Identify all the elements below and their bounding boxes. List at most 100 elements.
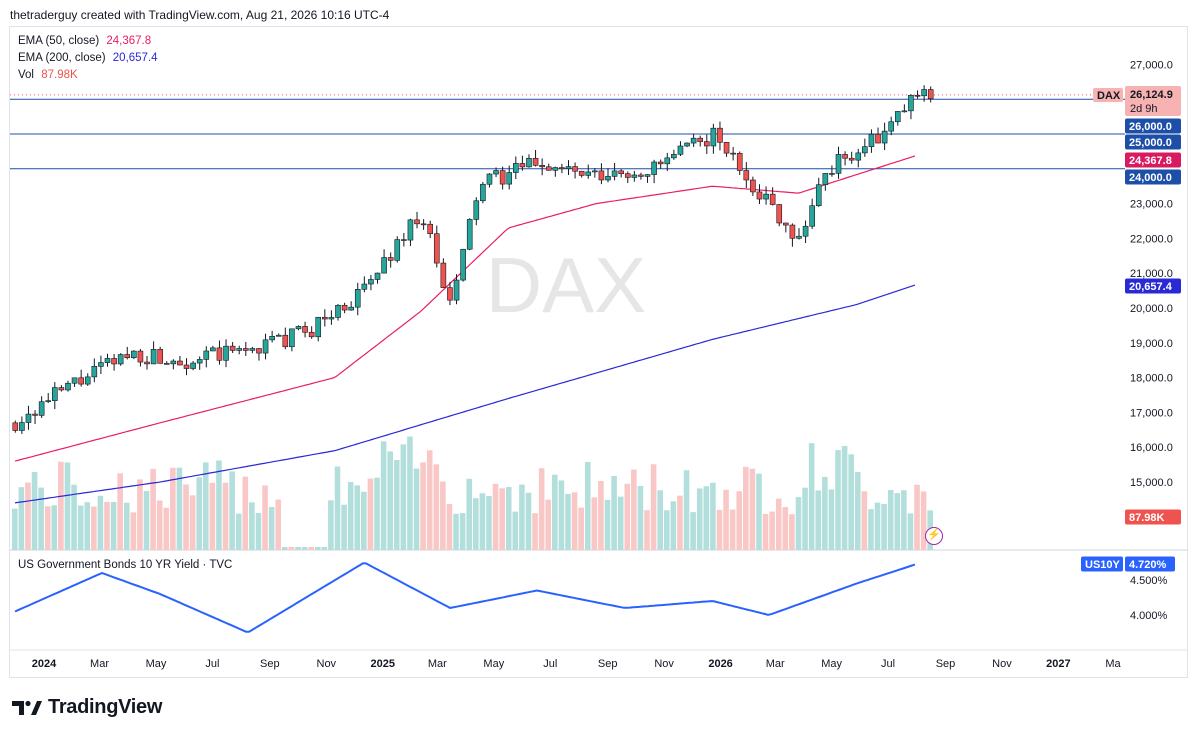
volume-bar xyxy=(387,451,393,550)
candle-body xyxy=(78,377,84,385)
candle-body xyxy=(506,172,513,185)
ema50-tag-bg xyxy=(1125,152,1181,168)
volume-bar xyxy=(624,483,631,550)
volume-bar xyxy=(64,462,71,550)
candle-body xyxy=(881,130,888,144)
volume-bar xyxy=(453,513,459,550)
candle-body xyxy=(684,142,690,147)
candle-body xyxy=(236,348,243,351)
volume-bar xyxy=(486,496,492,550)
volume-legend-label: Vol xyxy=(18,69,34,81)
candle-body xyxy=(433,233,440,264)
ema200-legend-label: EMA (200, close) xyxy=(18,52,106,64)
candle-body xyxy=(901,110,908,113)
candle-body xyxy=(183,364,190,369)
us10y-symbol-tag-bg xyxy=(1081,556,1123,572)
volume-bar xyxy=(854,472,861,550)
volume-bar xyxy=(822,476,828,550)
level-25000-tag-text: 25,000.0 xyxy=(1129,137,1172,149)
ema200-legend[interactable]: EMA (200, close) 20,657.4 xyxy=(18,52,158,64)
volume-bar xyxy=(426,450,433,550)
volume-bar xyxy=(130,512,137,550)
volume-bar xyxy=(802,487,808,550)
volume-bar xyxy=(374,477,380,550)
candle-body xyxy=(499,170,506,185)
yield-pane-title[interactable]: US Government Bonds 10 YR Yield · TVC xyxy=(18,559,232,571)
volume-bar xyxy=(874,502,881,550)
volume-bar xyxy=(189,495,196,550)
volume-legend[interactable]: Vol 87.98K xyxy=(18,69,78,81)
candle-body xyxy=(308,331,315,338)
candle-body xyxy=(302,326,308,333)
candle-body xyxy=(216,347,223,361)
candle-body xyxy=(335,304,341,318)
volume-bar xyxy=(492,483,499,550)
candle-body xyxy=(723,142,730,154)
candle-body xyxy=(776,204,783,224)
us10y-value-tag-bg xyxy=(1125,556,1175,572)
volume-bar xyxy=(249,502,255,550)
volume-bar xyxy=(275,499,282,550)
price-tick-label: 27,000.0 xyxy=(1130,59,1173,71)
us10y-value-tag-text: 4.720% xyxy=(1129,559,1167,571)
time-tick-label: 2026 xyxy=(708,658,732,670)
candle-body xyxy=(677,145,684,155)
candle-body xyxy=(262,339,269,354)
volume-bar xyxy=(222,482,229,550)
candle-body xyxy=(190,362,196,369)
candle-body xyxy=(875,133,881,144)
price-tick-label: 20,000.0 xyxy=(1130,303,1173,315)
volume-bar xyxy=(690,512,696,550)
tradingview-brand: TradingView xyxy=(48,696,163,718)
volume-bar xyxy=(828,489,835,550)
dax-symbol-tag-text: DAX xyxy=(1097,90,1121,102)
volume-bar xyxy=(815,490,822,550)
ema50-legend[interactable]: EMA (50, close) 24,367.8 xyxy=(18,35,151,47)
volume-bar xyxy=(446,503,453,550)
price-tick-label: 18,000.0 xyxy=(1130,373,1173,385)
volume-bar xyxy=(466,478,472,550)
candle-body xyxy=(19,422,25,431)
candle-body xyxy=(493,170,499,175)
candle-body xyxy=(58,387,65,391)
us10y-value-tag: 4.720% xyxy=(1125,556,1175,572)
lightning-icon[interactable]: ⚡ xyxy=(925,527,943,545)
volume-bar xyxy=(565,493,571,550)
ema200-line xyxy=(14,284,916,504)
volume-bar xyxy=(841,446,848,550)
price-tick-label: 21,000.0 xyxy=(1130,268,1173,280)
candle-body xyxy=(572,166,578,172)
candle-body xyxy=(361,283,368,290)
candle-body xyxy=(710,127,717,147)
volume-bar xyxy=(77,505,84,550)
volume-bar xyxy=(473,498,479,550)
volume-bar xyxy=(51,505,58,550)
volume-bar xyxy=(367,478,374,550)
volume-bar xyxy=(18,487,25,550)
candle-body xyxy=(539,165,545,168)
candle-body xyxy=(855,152,862,161)
candle-body xyxy=(144,361,150,365)
candle-body xyxy=(486,173,493,185)
candle-body xyxy=(921,89,927,97)
ema200-tag-bg xyxy=(1125,278,1181,294)
candle-body xyxy=(605,176,611,181)
candle-body xyxy=(927,89,934,100)
candle-body xyxy=(322,316,328,320)
level-26000-tag-text: 26,000.0 xyxy=(1129,121,1172,133)
volume-bar xyxy=(268,506,275,550)
volume-bar xyxy=(380,441,387,550)
volume-bar xyxy=(901,490,907,550)
candle-body xyxy=(453,279,460,301)
candle-body xyxy=(45,400,52,403)
price-tick-label: 19,000.0 xyxy=(1130,338,1173,350)
level-24000-tag-text: 24,000.0 xyxy=(1129,172,1172,184)
volume-bar xyxy=(262,485,268,550)
candle-body xyxy=(328,317,335,320)
volume-bar xyxy=(598,480,604,550)
volume-bar xyxy=(334,466,341,550)
volume-bar xyxy=(716,509,723,550)
time-tick-label: Mar xyxy=(428,658,447,670)
time-tick-label: Jul xyxy=(205,658,219,670)
